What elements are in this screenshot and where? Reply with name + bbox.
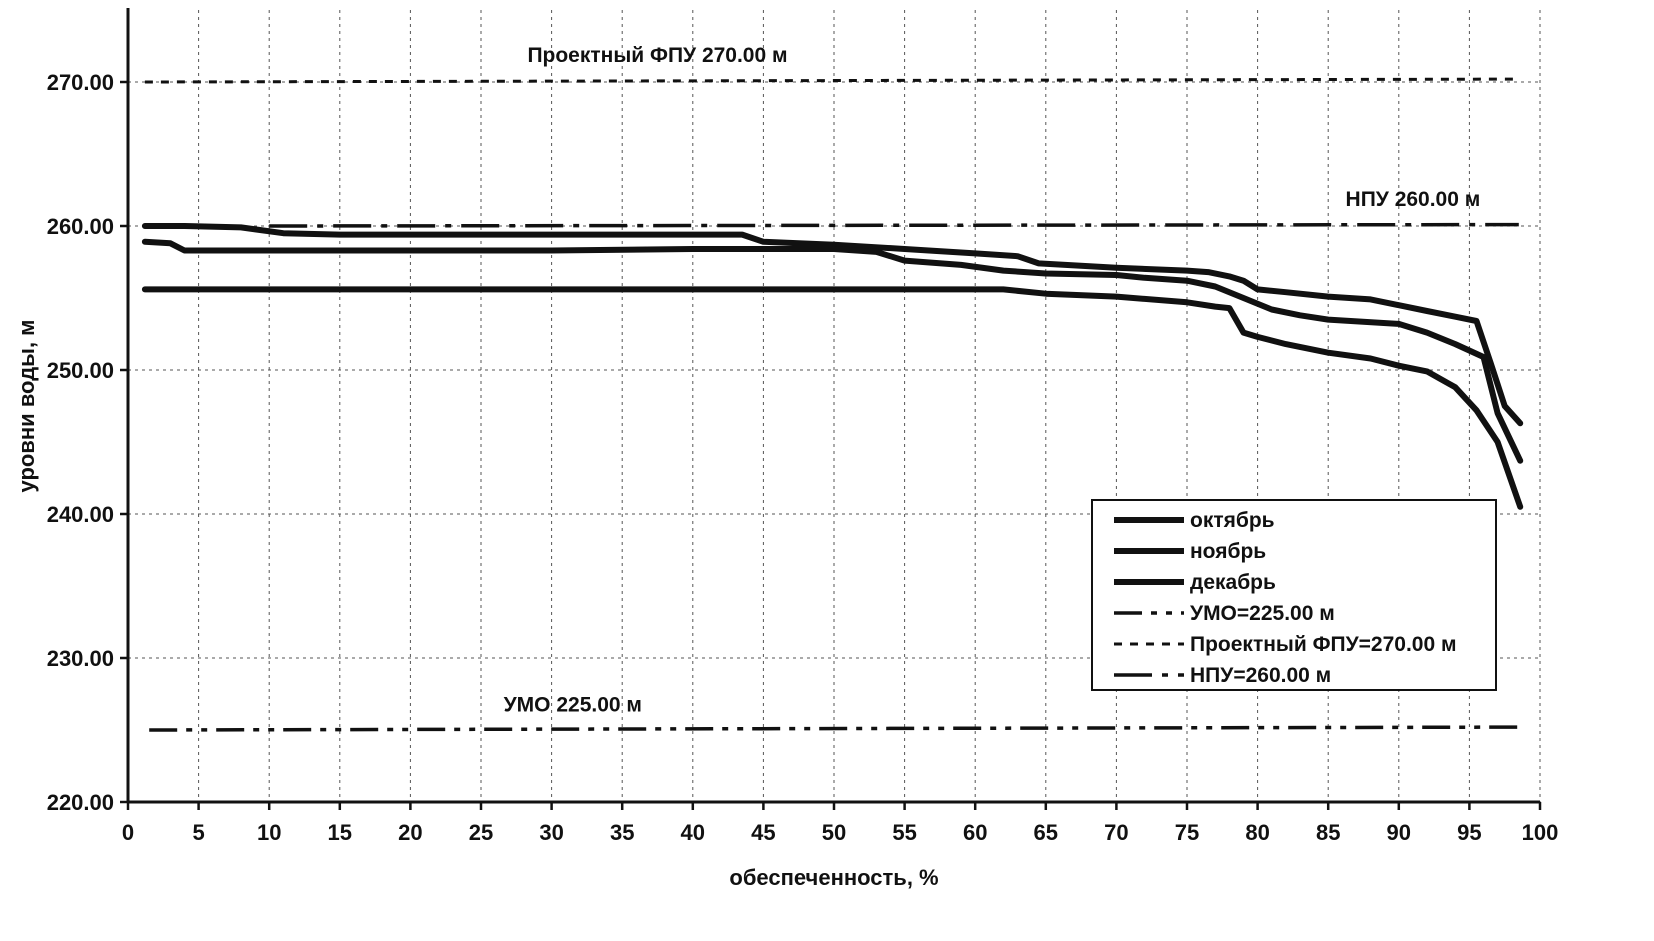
annotation-label: УМО 225.00 м [504, 693, 642, 716]
x-tick-label: 10 [257, 820, 281, 845]
x-tick-label: 0 [122, 820, 134, 845]
y-tick-label: 240.00 [47, 502, 114, 527]
annotations: Проектный ФПУ 270.00 м НПУ 260.00 м УМО 22… [504, 44, 1481, 716]
legend-label: октябрь [1190, 509, 1275, 532]
x-tick-label: 55 [892, 820, 916, 845]
x-tick-label: 65 [1034, 820, 1058, 845]
legend-label: декабрь [1190, 571, 1276, 594]
x-tick-label: 50 [822, 820, 846, 845]
x-tick-label: 35 [610, 820, 634, 845]
series-line-3 [141, 286, 1524, 510]
series-line-6 [269, 222, 1519, 228]
x-tick-label: 70 [1104, 820, 1128, 845]
y-tick-label: 230.00 [47, 646, 114, 671]
y-tick-label: 270.00 [47, 70, 114, 95]
annotation-label: Проектный ФПУ 270.00 м [527, 44, 787, 67]
y-tick-label: 220.00 [47, 790, 114, 815]
x-tick-label: 85 [1316, 820, 1340, 845]
x-tick-label: 20 [398, 820, 422, 845]
x-tick-label: 40 [681, 820, 705, 845]
legend: октябрь ноябрь декабрь УМО=225.00 м Проектны… [1091, 499, 1497, 691]
series-line-2 [141, 238, 1524, 464]
reference-lines [144, 77, 1519, 732]
legend-label: УМО=225.00 м [1190, 602, 1335, 625]
x-tick-label: 60 [963, 820, 987, 845]
x-tick-label: 75 [1175, 820, 1199, 845]
legend-label: НПУ=260.00 м [1190, 664, 1331, 687]
y-axis-title: уровни воды, м [14, 320, 39, 493]
annotation-label: НПУ 260.00 м [1346, 188, 1481, 211]
x-tick-label: 100 [1522, 820, 1559, 845]
tick-labels: 0 5 10 15 20 25 30 35 40 45 50 55 60 65 70 75 80 85 90 95 10… [47, 70, 1559, 845]
x-tick-label: 95 [1457, 820, 1481, 845]
series-lines [141, 223, 1524, 510]
series-line-4 [149, 725, 1519, 732]
legend-box [1091, 499, 1497, 691]
series-line-1 [141, 223, 1524, 427]
legend-label: Проектный ФПУ=270.00 м [1190, 633, 1457, 656]
y-tick-label: 260.00 [47, 214, 114, 239]
x-tick-label: 45 [751, 820, 775, 845]
legend-label: ноябрь [1190, 540, 1266, 563]
x-tick-label: 5 [192, 820, 204, 845]
x-tick-label: 90 [1387, 820, 1411, 845]
axes [120, 8, 1542, 810]
series-line-5 [144, 77, 1519, 84]
x-tick-label: 15 [328, 820, 352, 845]
x-tick-label: 80 [1245, 820, 1269, 845]
x-tick-label: 25 [469, 820, 493, 845]
y-tick-label: 250.00 [47, 358, 114, 383]
x-axis-title: обеспеченность, % [729, 865, 938, 890]
x-tick-label: 30 [539, 820, 563, 845]
